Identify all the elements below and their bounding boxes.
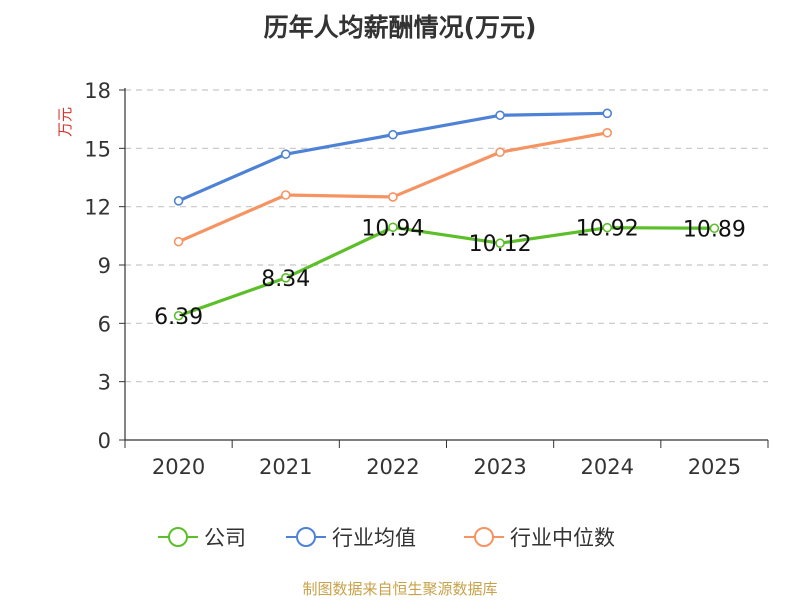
y-tick-label: 18 (84, 79, 111, 103)
point-company-2020[interactable] (173, 310, 184, 321)
data-label-company-2022: 10.94 (361, 216, 424, 241)
point-industry-average-2020[interactable] (173, 196, 184, 206)
legend-item-industry-median[interactable]: 行业中位数 (464, 521, 615, 553)
chart-title: 历年人均薪酬情况(万元) (263, 13, 537, 42)
data-label-company-2025: 10.89 (683, 217, 746, 242)
point-industry-average-2023[interactable] (495, 110, 505, 121)
point-industry-average-2022[interactable] (388, 129, 398, 140)
source-note: 制图数据来自恒生聚源数据库 (302, 580, 498, 598)
data-label-company-2024: 10.92 (576, 217, 639, 242)
legend: 公司 行业均值 行业中位数 (0, 521, 800, 553)
legend-item-company[interactable]: 公司 (158, 521, 246, 553)
x-tick-label-2020: 2020 (152, 455, 205, 479)
legend-label-industry-median: 行业中位数 (510, 526, 615, 550)
point-company-2023[interactable] (495, 238, 505, 249)
legend-marker-company (158, 527, 198, 547)
data-label-company-2023: 10.12 (469, 232, 532, 257)
y-tick-label: 9 (98, 254, 111, 278)
point-industry-median-2024[interactable] (602, 127, 613, 138)
point-company-2022[interactable] (388, 222, 398, 233)
point-industry-average-2024[interactable] (602, 108, 613, 119)
series-line-industry-average (177, 111, 608, 203)
legend-label-industry-average: 行业均值 (332, 526, 416, 550)
legend-label-company: 公司 (204, 526, 246, 550)
x-tick-label-2023: 2023 (473, 455, 526, 479)
point-industry-average-2021[interactable] (280, 149, 291, 159)
y-tick-label: 12 (84, 196, 111, 220)
x-tick-label-2021: 2021 (259, 455, 312, 479)
x-tick-label-2022: 2022 (366, 455, 419, 479)
y-tick-label: 3 (98, 371, 111, 395)
point-company-2025[interactable] (709, 223, 720, 234)
legend-marker-industry-median (464, 527, 504, 547)
data-label-company-2020: 6.39 (154, 305, 203, 330)
point-company-2024[interactable] (602, 222, 613, 233)
point-industry-median-2022[interactable] (388, 192, 398, 202)
legend-marker-industry-average (286, 527, 326, 547)
data-label-company-2021: 8.34 (261, 267, 310, 292)
point-industry-median-2021[interactable] (280, 190, 291, 200)
point-industry-median-2023[interactable] (495, 147, 505, 158)
y-axis-title: 万元 (56, 107, 74, 137)
y-tick-label: 15 (84, 137, 111, 161)
x-tick-label-2024: 2024 (581, 455, 634, 479)
x-tick-label-2025: 2025 (688, 455, 741, 479)
legend-item-industry-average[interactable]: 行业均值 (286, 521, 416, 553)
series-line-company (178, 225, 715, 318)
point-industry-median-2020[interactable] (173, 236, 184, 247)
y-tick-label: 6 (98, 312, 111, 336)
y-tick-label: 0 (98, 429, 111, 453)
point-company-2021[interactable] (280, 273, 291, 283)
